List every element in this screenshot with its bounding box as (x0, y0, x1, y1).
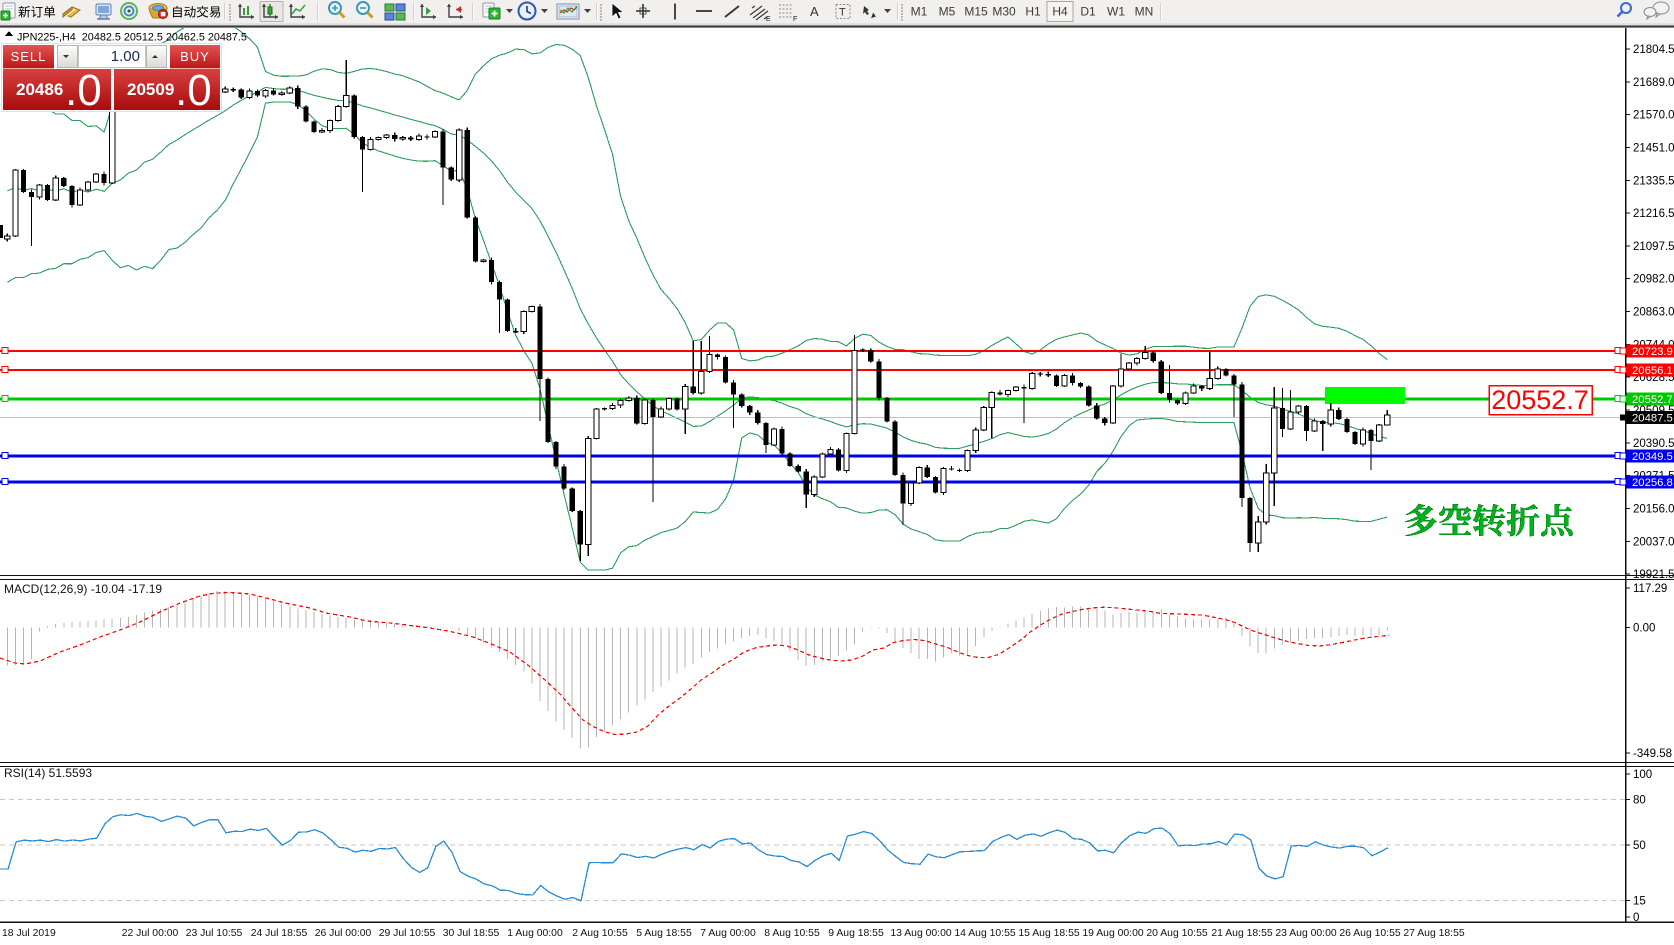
svg-text:26 Aug 10:55: 26 Aug 10:55 (1339, 928, 1400, 939)
svg-text:21216.5: 21216.5 (1633, 208, 1674, 220)
svg-text:20 Aug 10:55: 20 Aug 10:55 (1146, 928, 1207, 939)
svg-text:20723.9: 20723.9 (1632, 346, 1673, 358)
svg-text:-349.58: -349.58 (1633, 748, 1672, 760)
svg-text:23 Jul 10:55: 23 Jul 10:55 (186, 928, 243, 939)
svg-text:27 Aug 18:55: 27 Aug 18:55 (1403, 928, 1464, 939)
svg-text:20349.5: 20349.5 (1632, 451, 1673, 463)
svg-text:15: 15 (1633, 896, 1646, 908)
svg-text:E: E (766, 16, 771, 23)
svg-text:20552.7: 20552.7 (1632, 394, 1673, 406)
svg-text:T: T (839, 7, 846, 19)
svg-text:50: 50 (1633, 840, 1646, 852)
svg-text:20256.8: 20256.8 (1632, 477, 1673, 489)
svg-text:29 Jul 10:55: 29 Jul 10:55 (379, 928, 436, 939)
svg-text:20487.5: 20487.5 (1632, 413, 1673, 425)
svg-text:19921.5: 19921.5 (1633, 569, 1674, 581)
svg-text:21451.0: 21451.0 (1633, 142, 1674, 154)
svg-text:M15: M15 (964, 5, 988, 19)
svg-text:H1: H1 (1025, 5, 1041, 19)
svg-text:1 Aug 00:00: 1 Aug 00:00 (507, 928, 563, 939)
svg-text:M1: M1 (911, 5, 928, 19)
svg-text:20656.1: 20656.1 (1632, 365, 1673, 377)
svg-text:20552.7: 20552.7 (1491, 385, 1589, 415)
svg-text:M5: M5 (939, 5, 956, 19)
svg-text:13 Aug 00:00: 13 Aug 00:00 (890, 928, 951, 939)
svg-text:18 Jul 2019: 18 Jul 2019 (2, 928, 56, 939)
svg-text:A: A (810, 4, 819, 19)
svg-text:26 Jul 00:00: 26 Jul 00:00 (315, 928, 372, 939)
svg-text:0.00: 0.00 (1633, 623, 1655, 635)
svg-text:22 Jul 00:00: 22 Jul 00:00 (122, 928, 179, 939)
svg-text:24 Jul 18:55: 24 Jul 18:55 (251, 928, 308, 939)
svg-text:MACD(12,26,9) -10.04 -17.19: MACD(12,26,9) -10.04 -17.19 (4, 582, 162, 596)
svg-text:7 Aug 00:00: 7 Aug 00:00 (700, 928, 756, 939)
svg-text:20156.0: 20156.0 (1633, 504, 1674, 516)
svg-text:5 Aug 18:55: 5 Aug 18:55 (636, 928, 692, 939)
svg-text:19 Aug 00:00: 19 Aug 00:00 (1082, 928, 1143, 939)
svg-text:21804.5: 21804.5 (1633, 44, 1674, 56)
svg-text:W1: W1 (1107, 5, 1125, 19)
svg-text:21097.5: 21097.5 (1633, 241, 1674, 253)
svg-text:20863.0: 20863.0 (1633, 307, 1674, 319)
svg-text:100: 100 (1633, 769, 1652, 781)
svg-text:21 Aug 18:55: 21 Aug 18:55 (1211, 928, 1272, 939)
svg-text:21570.0: 21570.0 (1633, 110, 1674, 122)
svg-text:80: 80 (1633, 795, 1646, 807)
svg-text:20982.0: 20982.0 (1633, 274, 1674, 286)
svg-text:14 Aug 10:55: 14 Aug 10:55 (954, 928, 1015, 939)
svg-text:8 Aug 10:55: 8 Aug 10:55 (764, 928, 820, 939)
svg-text:2 Aug 10:55: 2 Aug 10:55 (572, 928, 628, 939)
svg-text:21689.0: 21689.0 (1633, 77, 1674, 89)
svg-text:20037.0: 20037.0 (1633, 536, 1674, 548)
svg-text:F: F (793, 16, 797, 23)
svg-text:15 Aug 18:55: 15 Aug 18:55 (1018, 928, 1079, 939)
svg-text:9 Aug 18:55: 9 Aug 18:55 (828, 928, 884, 939)
svg-text:23 Aug 00:00: 23 Aug 00:00 (1275, 928, 1336, 939)
svg-text:RSI(14) 51.5593: RSI(14) 51.5593 (4, 766, 92, 780)
svg-text:H4: H4 (1052, 5, 1068, 19)
svg-text:JPN225-,H4 20482.5 20512.5 20: JPN225-,H4 20482.5 20512.5 20462.5 20487… (17, 32, 247, 44)
svg-text:20390.5: 20390.5 (1633, 438, 1674, 450)
svg-text:MN: MN (1135, 5, 1154, 19)
svg-text:M30: M30 (992, 5, 1016, 19)
svg-text:D1: D1 (1080, 5, 1096, 19)
svg-text:21335.5: 21335.5 (1633, 175, 1674, 187)
svg-text:0: 0 (1633, 912, 1639, 924)
svg-text:30 Jul 18:55: 30 Jul 18:55 (443, 928, 500, 939)
svg-text:117.29: 117.29 (1633, 583, 1667, 595)
